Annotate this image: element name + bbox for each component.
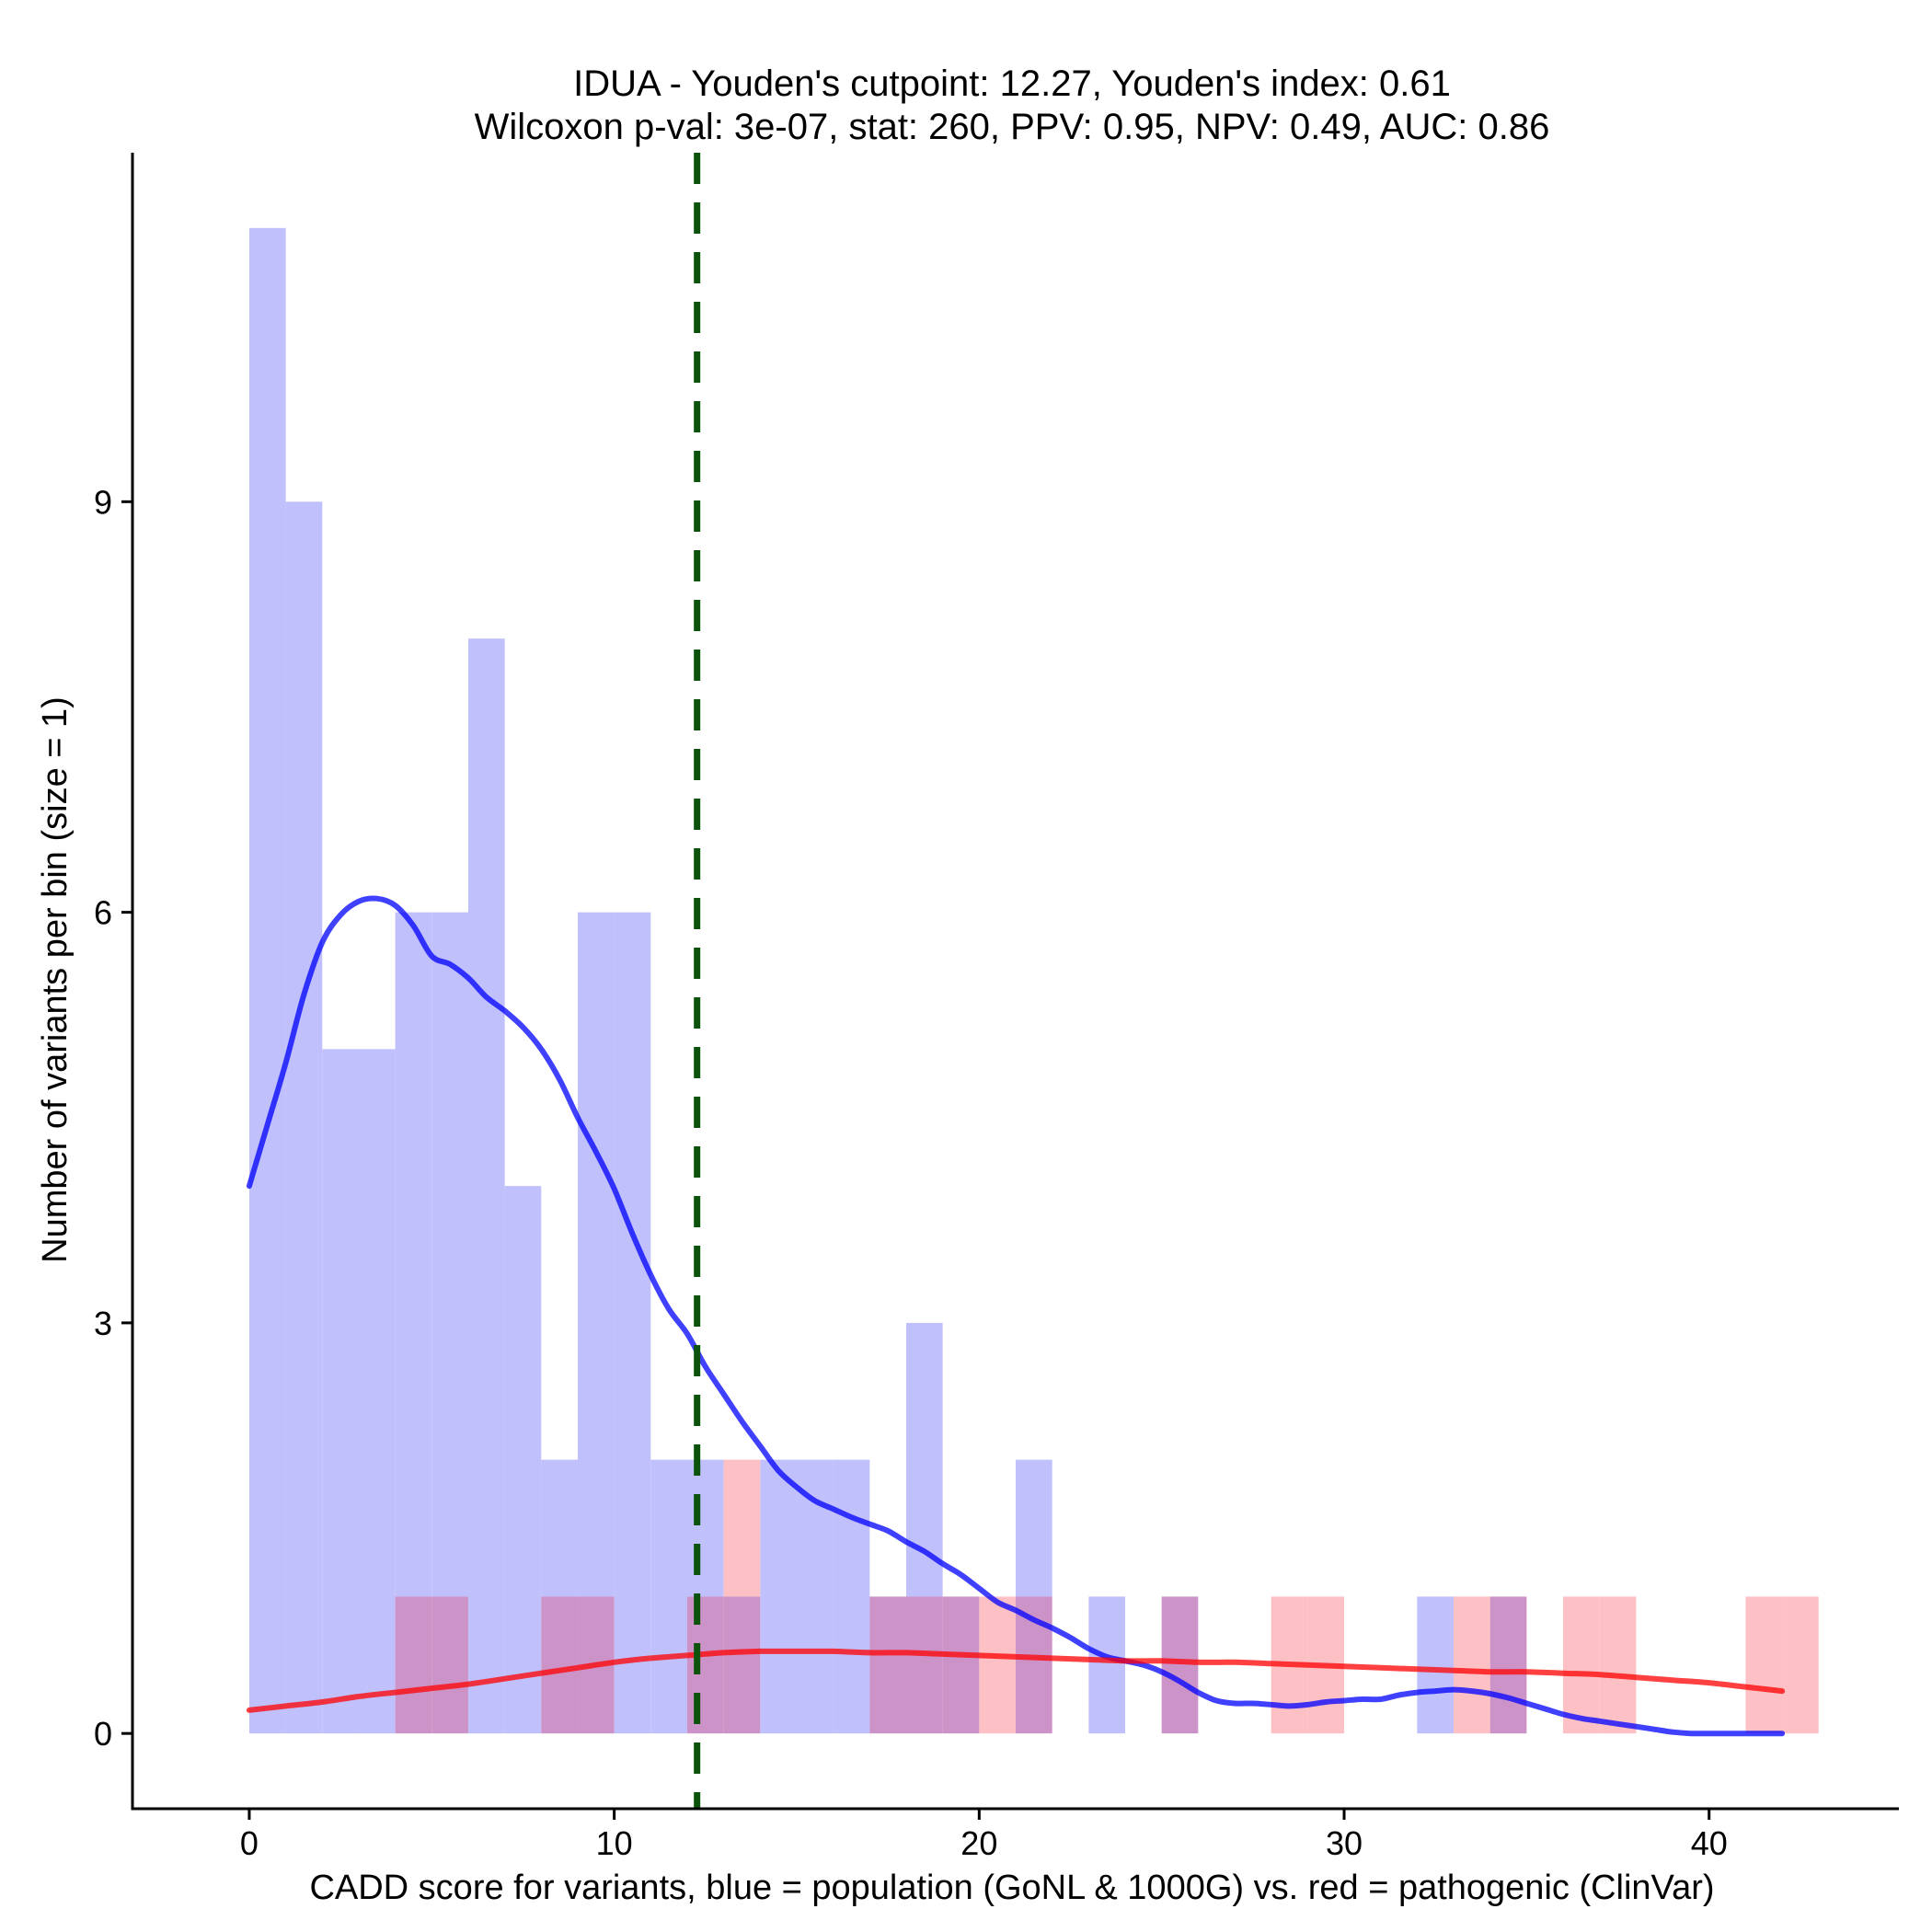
x-tick-label: 0	[240, 1824, 259, 1862]
population-bar	[467, 638, 505, 1734]
population-bar	[322, 1049, 359, 1734]
population-bar	[1016, 1459, 1052, 1597]
pathogenic-bar	[1782, 1596, 1819, 1734]
overlap-bar	[942, 1596, 980, 1734]
population-bar	[577, 912, 615, 1597]
population-bar	[760, 1459, 797, 1734]
overlap-bar	[686, 1596, 724, 1734]
population-bar	[650, 1459, 687, 1734]
population-bar	[1088, 1596, 1126, 1734]
x-axis-ticks: 0 10 20 30 40	[240, 1809, 1728, 1862]
population-density-line	[246, 895, 1786, 1737]
chart-title: IDUA - Youden's cutpoint: 12.27, Youden'…	[573, 63, 1451, 104]
population-bar	[1417, 1596, 1455, 1734]
chart-subtitle: Wilcoxon p-val: 3e-07, stat: 260, PPV: 0…	[475, 107, 1550, 147]
y-tick-label: 6	[94, 894, 112, 932]
pathogenic-bar	[1563, 1596, 1600, 1734]
pathogenic-bar	[979, 1596, 1016, 1734]
population-bar	[905, 1322, 943, 1597]
population-bar	[431, 912, 468, 1597]
overlap-bar	[395, 1596, 432, 1734]
population-bar	[833, 1459, 870, 1734]
population-bar	[686, 1459, 724, 1597]
x-axis-title: CADD score for variants, blue = populati…	[309, 1869, 1714, 1907]
y-tick-label: 0	[94, 1715, 112, 1753]
population-bar	[248, 227, 286, 1734]
pathogenic-bar	[723, 1459, 761, 1597]
pathogenic-bar	[1454, 1596, 1490, 1734]
x-tick-label: 40	[1691, 1824, 1728, 1862]
population-bar	[614, 912, 651, 1734]
pathogenic-bar	[1599, 1596, 1637, 1734]
overlap-bar	[431, 1596, 468, 1734]
overlap-bar	[723, 1596, 761, 1734]
population-bar	[285, 501, 323, 1734]
overlap-bars	[395, 1596, 1527, 1734]
overlap-bar	[905, 1596, 943, 1734]
overlap-bar	[541, 1596, 578, 1734]
y-axis-ticks: 0 3 6 9	[94, 483, 132, 1753]
pathogenic-density-line	[246, 1648, 1786, 1713]
pathogenic-bar	[1745, 1596, 1783, 1734]
population-bars	[248, 227, 1455, 1734]
population-bar	[395, 912, 432, 1597]
overlap-bar	[1489, 1596, 1527, 1734]
x-tick-label: 10	[596, 1824, 633, 1862]
population-bar	[504, 1186, 542, 1734]
population-bar	[358, 1049, 396, 1734]
y-axis-title: Number of variants per bin (size = 1)	[36, 696, 75, 1263]
x-tick-label: 30	[1326, 1824, 1363, 1862]
overlap-bar	[1161, 1596, 1199, 1734]
population-bar	[541, 1459, 578, 1597]
y-tick-label: 9	[94, 483, 112, 521]
overlap-bar	[869, 1596, 906, 1734]
y-tick-label: 3	[94, 1305, 112, 1342]
x-tick-label: 20	[960, 1824, 997, 1862]
